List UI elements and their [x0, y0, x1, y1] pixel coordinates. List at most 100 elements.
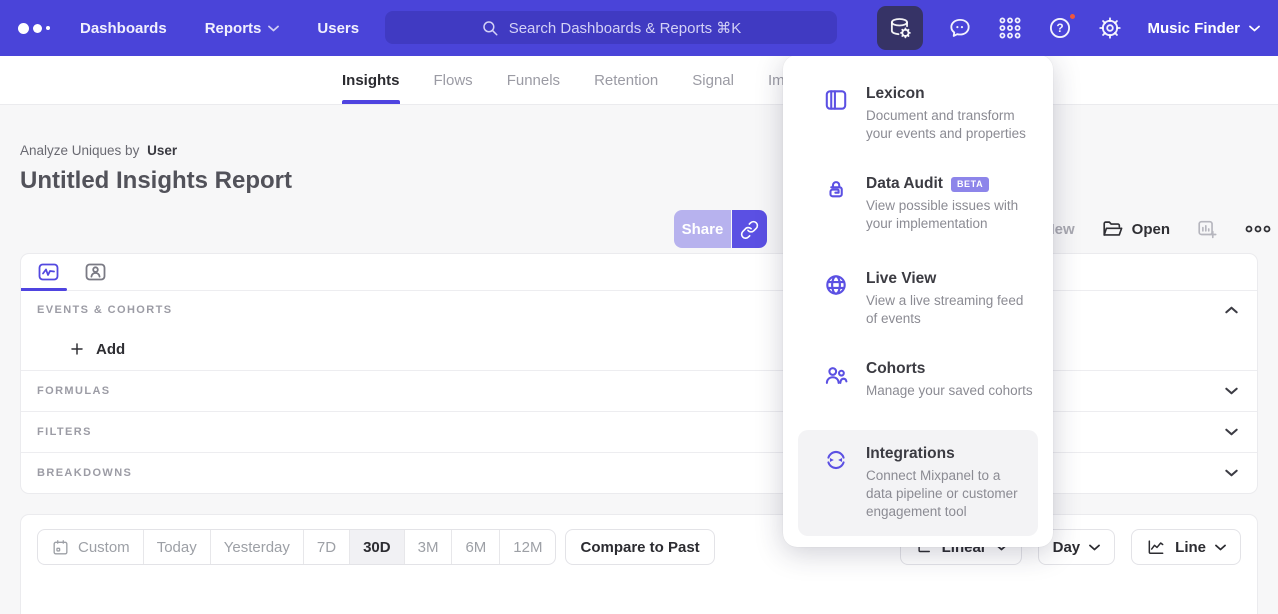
date-custom[interactable]: Custom: [38, 530, 143, 564]
section-breakdowns[interactable]: BREAKDOWNS: [21, 452, 1257, 493]
tab-users-view[interactable]: [80, 259, 110, 285]
globe-icon: [823, 272, 849, 328]
date-yesterday[interactable]: Yesterday: [209, 530, 303, 564]
date-today[interactable]: Today: [142, 530, 210, 564]
chevron-down-icon[interactable]: [1225, 469, 1238, 477]
add-to-board-button[interactable]: [1196, 218, 1218, 240]
search-icon: [482, 20, 498, 35]
menu-item-data-audit[interactable]: Data Audit BETA View possible issues wit…: [783, 175, 1053, 233]
menu-item-text: Cohorts Manage your saved cohorts: [866, 360, 1033, 400]
pulse-chart-icon: [38, 263, 58, 281]
date-12m[interactable]: 12M: [499, 530, 555, 564]
top-nav: Dashboards Reports Users Search Dashboar…: [0, 0, 1278, 56]
more-menu-button[interactable]: [1244, 218, 1272, 240]
nav-users[interactable]: Users: [317, 20, 359, 37]
sync-arrows-icon: [823, 447, 849, 520]
open-report-button[interactable]: Open: [1101, 218, 1170, 240]
svg-text:?: ?: [1057, 21, 1064, 35]
data-management-button[interactable]: [877, 6, 924, 50]
menu-item-title: Lexicon: [866, 85, 925, 102]
report-tabbar: Insights Flows Funnels Retention Signal …: [0, 56, 1278, 105]
menu-item-text: Data Audit BETA View possible issues wit…: [866, 175, 1033, 233]
nav-reports[interactable]: Reports: [205, 20, 280, 37]
search-input[interactable]: Search Dashboards & Reports ⌘K: [385, 11, 837, 44]
section-events-cohorts[interactable]: EVENTS & COHORTS: [21, 291, 1257, 328]
menu-item-title-text: Data Audit: [866, 175, 943, 192]
menu-item-description: Document and transform your events and p…: [866, 108, 1026, 141]
chart-add-icon: [1198, 220, 1217, 239]
menu-item-description: View a live streaming feed of events: [866, 293, 1024, 326]
project-name: Music Finder: [1147, 19, 1240, 37]
plus-icon: [71, 343, 83, 355]
share-button[interactable]: Share: [674, 210, 731, 248]
calendar-icon: [53, 539, 68, 555]
mixpanel-logo[interactable]: [18, 22, 52, 34]
nav-dashboards-label: Dashboards: [80, 19, 167, 37]
primary-nav: Dashboards Reports Users: [80, 20, 359, 37]
people-icon: [823, 362, 849, 400]
events-cohorts-label: EVENTS & COHORTS: [37, 303, 173, 316]
share-group: Share: [674, 210, 767, 248]
add-event-button[interactable]: Add: [21, 328, 1257, 370]
menu-item-cohorts[interactable]: Cohorts Manage your saved cohorts: [783, 360, 1053, 400]
date-6m[interactable]: 6M: [451, 530, 499, 564]
date-30d[interactable]: 30D: [349, 530, 404, 564]
menu-item-integrations[interactable]: Integrations Connect Mixpanel to a data …: [798, 430, 1038, 520]
person-icon: [85, 263, 105, 281]
date-3m[interactable]: 3M: [403, 530, 452, 564]
tab-events-view[interactable]: [33, 259, 63, 285]
beta-badge: BETA: [950, 176, 990, 192]
tab-insights[interactable]: Insights: [342, 56, 400, 104]
chat-bubble-icon: [950, 18, 971, 37]
breadcrumb-prefix: Analyze Uniques by: [20, 143, 140, 158]
chevron-down-icon: [1089, 544, 1101, 550]
data-management-dropdown: Lexicon Document and transform your even…: [783, 55, 1053, 547]
chevron-up-icon[interactable]: [1225, 306, 1238, 314]
menu-item-text: Lexicon Document and transform your even…: [866, 85, 1033, 143]
project-selector[interactable]: Music Finder: [1147, 20, 1260, 37]
search-placeholder: Search Dashboards & Reports ⌘K: [508, 19, 742, 37]
section-filters[interactable]: FILTERS: [21, 411, 1257, 452]
feedback-button[interactable]: [947, 15, 973, 41]
section-formulas[interactable]: FORMULAS: [21, 370, 1257, 411]
nav-dashboards[interactable]: Dashboards: [80, 20, 167, 37]
lexicon-book-icon: [823, 87, 849, 143]
chevron-down-icon[interactable]: [1225, 428, 1238, 436]
chevron-down-icon[interactable]: [1225, 387, 1238, 395]
tab-flows[interactable]: Flows: [433, 71, 473, 89]
database-gear-icon: [891, 18, 912, 39]
formulas-label: FORMULAS: [37, 385, 111, 397]
menu-item-description: Manage your saved cohorts: [866, 383, 1033, 398]
open-label: Open: [1131, 220, 1170, 238]
line-chart-icon: [1148, 540, 1164, 554]
menu-item-lexicon[interactable]: Lexicon Document and transform your even…: [783, 85, 1053, 143]
page-title[interactable]: Untitled Insights Report: [20, 167, 292, 194]
date-custom-label: Custom: [78, 538, 130, 556]
chart-type-dropdown[interactable]: Line: [1131, 529, 1241, 565]
breakdowns-label: BREAKDOWNS: [37, 467, 133, 479]
menu-item-description: Connect Mixpanel to a data pipeline or c…: [866, 468, 1018, 519]
menu-item-highlight: Integrations Connect Mixpanel to a data …: [798, 430, 1038, 536]
menu-item-title: Data Audit BETA: [866, 175, 1033, 193]
query-builder-card: EVENTS & COHORTS Add FORMULAS FILTERS BR…: [20, 253, 1258, 494]
menu-item-live-view[interactable]: Live View View a live streaming feed of …: [783, 270, 1053, 328]
breadcrumb-value[interactable]: User: [147, 143, 178, 158]
settings-button[interactable]: [1097, 15, 1123, 41]
tab-funnels[interactable]: Funnels: [506, 71, 561, 89]
breadcrumb: Analyze Uniques by User: [20, 143, 1258, 158]
tab-signal[interactable]: Signal: [692, 71, 734, 89]
chevron-down-icon: [268, 25, 280, 31]
axes-icon: [918, 542, 930, 553]
tab-retention[interactable]: Retention: [594, 71, 659, 89]
nav-users-label: Users: [317, 19, 360, 37]
main-content: Analyze Uniques by User Untitled Insight…: [0, 143, 1278, 614]
apps-grid-button[interactable]: [997, 15, 1023, 41]
copy-link-button[interactable]: [732, 210, 767, 248]
nav-right-cluster: ? Music Finder: [877, 0, 1260, 56]
date-7d[interactable]: 7D: [302, 530, 349, 564]
ellipsis-icon: [1245, 225, 1271, 233]
chart-toolbar-card: Custom Today Yesterday 7D 30D 3M 6M 12M …: [20, 514, 1258, 614]
chart-type-label: Line: [1175, 538, 1206, 556]
help-button[interactable]: ?: [1047, 12, 1078, 41]
compare-to-past-button[interactable]: Compare to Past: [565, 529, 715, 565]
